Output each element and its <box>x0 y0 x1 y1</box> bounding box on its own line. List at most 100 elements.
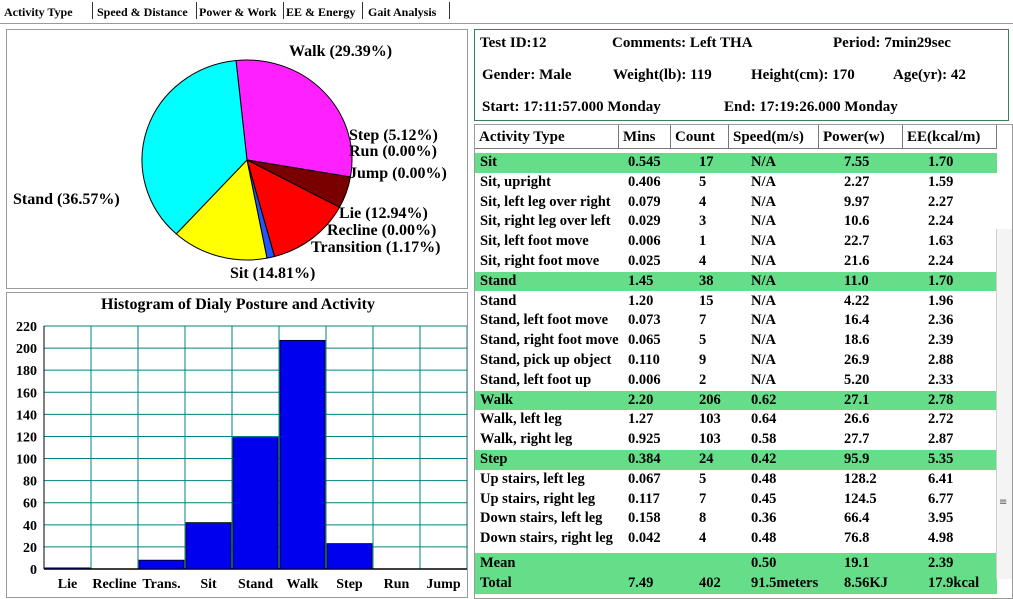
table-category-row[interactable]: Step 0.384 24 0.42 95.9 5.35 <box>475 450 997 470</box>
cell-mins: 0.065 <box>628 332 661 349</box>
header-ee[interactable]: EE(kcal/m) <box>903 125 997 149</box>
cell-ee-kcal-m: 1.59 <box>928 173 954 190</box>
end-time: End: 17:19:26.000 Monday <box>724 99 898 115</box>
cell-power-w: 66.4 <box>844 510 870 527</box>
header-mins[interactable]: Mins <box>619 125 671 149</box>
tab-gait-analysis[interactable]: Gait Analysis <box>368 5 437 19</box>
y-tick-label: 140 <box>16 408 37 423</box>
cell-activity-type: Sit, left foot move <box>480 233 589 250</box>
cell-power-w: 76.8 <box>844 530 870 547</box>
cell-ee-kcal-m: 1.96 <box>928 292 954 309</box>
tab-ee-energy[interactable]: EE & Energy <box>286 5 356 19</box>
cell-count: 24 <box>699 451 714 467</box>
cell-mins: 0.110 <box>628 352 660 368</box>
activity-pie-chart <box>141 59 353 261</box>
cell-speed-m-s: 0.50 <box>751 555 777 571</box>
cell-power-w: 7.55 <box>844 154 870 170</box>
cell-power-w: 11.0 <box>844 272 869 289</box>
table-row[interactable]: Stand, left foot up 0.006 2 N/A 5.20 2.33 <box>475 371 997 391</box>
cell-mins: 0.406 <box>628 173 661 190</box>
table-row[interactable]: Stand 1.20 15 N/A 4.22 1.96 <box>475 292 997 312</box>
tab-speed-distance[interactable]: Speed & Distance <box>97 5 188 19</box>
cell-mins: 1.20 <box>628 292 654 309</box>
cell-speed-m-s: N/A <box>751 173 776 190</box>
tab-separator <box>92 2 93 19</box>
table-row[interactable]: Sit, upright 0.406 5 N/A 2.27 1.59 <box>475 173 997 193</box>
table-row[interactable]: Walk, left leg 1.27 103 0.64 26.6 2.72 <box>475 410 997 430</box>
cell-speed-m-s: 0.48 <box>751 470 777 487</box>
table-row[interactable]: Stand, left foot move 0.073 7 N/A 16.4 2.36 <box>475 311 997 331</box>
cell-activity-type: Walk, right leg <box>480 431 573 448</box>
histogram-title: Histogram of Dialy Posture and Activity <box>101 296 375 313</box>
table-category-row[interactable]: Sit 0.545 17 N/A 7.55 1.70 <box>475 153 997 173</box>
x-tick-label: Step <box>336 577 363 592</box>
cell-mins: 0.042 <box>628 530 661 547</box>
cell-count: 206 <box>699 391 721 408</box>
cell-count: 1 <box>699 233 707 250</box>
cell-mins: 0.079 <box>628 193 661 210</box>
cell-ee-kcal-m: 5.35 <box>928 451 954 467</box>
cell-activity-type: Stand, pick up object <box>480 352 612 368</box>
cell-power-w: 2.27 <box>844 173 870 190</box>
header-activity-type[interactable]: Activity Type <box>475 125 619 149</box>
table-row[interactable]: Stand, pick up object 0.110 9 N/A 26.9 2.88 <box>475 351 997 371</box>
cell-mins: 0.384 <box>628 451 661 467</box>
cell-activity-type: Down stairs, left leg <box>480 510 603 527</box>
cell-activity-type: Step <box>480 451 508 467</box>
table-category-row[interactable]: Stand 1.45 38 N/A 11.0 1.70 <box>475 271 997 292</box>
table-row[interactable]: Sit, left foot move 0.006 1 N/A 22.7 1.63 <box>475 232 997 252</box>
pie-label-transition: Transition (1.17%) <box>311 239 441 256</box>
scrollbar-grip-icon[interactable]: ≡ <box>999 497 1008 508</box>
cell-power-w: 4.22 <box>844 292 870 309</box>
cell-activity-type: Sit, right leg over left <box>480 213 611 230</box>
cell-ee-kcal-m: 1.63 <box>928 233 954 250</box>
tab-power-work[interactable]: Power & Work <box>199 5 277 19</box>
cell-mins: 0.029 <box>628 213 661 230</box>
cell-count: 2 <box>699 371 707 388</box>
cell-activity-type: Walk, left leg <box>480 411 562 428</box>
cell-speed-m-s: N/A <box>751 233 776 250</box>
tab-activity-type[interactable]: Activity Type <box>4 2 73 22</box>
cell-ee-kcal-m: 17.9kcal <box>928 575 980 591</box>
table-row[interactable]: Down stairs, right leg 0.042 4 0.48 76.8 4.98 <box>475 529 997 549</box>
table-mean-row[interactable]: Mean 0.50 19.1 2.39 <box>475 553 997 573</box>
cell-speed-m-s: N/A <box>751 213 776 230</box>
table-category-row[interactable]: Walk 2.20 206 0.62 27.1 2.78 <box>475 390 997 411</box>
table-row[interactable]: Up stairs, left leg 0.067 5 0.48 128.2 6.41 <box>475 470 997 490</box>
cell-count: 402 <box>699 575 721 591</box>
cell-speed-m-s: N/A <box>751 352 776 368</box>
table-row[interactable]: Walk, right leg 0.925 103 0.58 27.7 2.87 <box>475 430 997 450</box>
table-row[interactable]: Stand, right foot move 0.065 5 N/A 18.6 2.39 <box>475 331 997 351</box>
header-count[interactable]: Count <box>671 125 729 149</box>
table-row[interactable]: Sit, right foot move 0.025 4 N/A 21.6 2.24 <box>475 252 997 272</box>
cell-mins: 7.49 <box>628 575 654 591</box>
cell-mins: 0.158 <box>628 510 661 527</box>
table-header: Activity Type Mins Count Speed(m/s) Powe… <box>475 125 997 149</box>
cell-activity-type: Sit, left leg over right <box>480 193 611 210</box>
tab-separator <box>362 2 363 19</box>
histogram-bar-walk <box>279 339 326 570</box>
table-row[interactable]: Sit, left leg over right 0.079 4 N/A 9.97 2.2… <box>475 193 997 213</box>
activity-table: Activity Type Mins Count Speed(m/s) Powe… <box>474 124 1013 599</box>
histogram-bar-sit <box>185 522 232 570</box>
cell-ee-kcal-m: 2.39 <box>928 555 954 571</box>
table-total-row[interactable]: Total 7.49 402 91.5meters 8.56KJ 17.9kcal <box>475 573 997 594</box>
table-row[interactable]: Sit, right leg over left 0.029 3 N/A 10.6 2.2… <box>475 212 997 232</box>
y-tick-label: 100 <box>16 453 37 468</box>
cell-activity-type: Sit, right foot move <box>480 253 600 269</box>
y-tick-label: 180 <box>16 364 37 379</box>
table-row[interactable]: Down stairs, left leg 0.158 8 0.36 66.4 3.95 <box>475 509 997 529</box>
activity-pie-panel: Walk (29.39%) Step (5.12%) Run (0.00%) J… <box>6 29 468 289</box>
histogram-chart: 0 20 40 60 80 100 120 140 160 180 200 220 Lie Recline… <box>16 320 467 592</box>
header-power[interactable]: Power(w) <box>819 125 903 149</box>
table-row[interactable]: Up stairs, right leg 0.117 7 0.45 124.5 6.77 <box>475 490 997 510</box>
y-tick-label: 200 <box>16 342 37 357</box>
pie-slice-stand <box>141 60 248 235</box>
header-speed[interactable]: Speed(m/s) <box>729 125 819 149</box>
y-tick-label: 0 <box>30 563 37 578</box>
pie-label-run: Run (0.00%) <box>349 143 438 160</box>
cell-power-w: 128.2 <box>844 470 877 487</box>
table-scrollbar[interactable]: ≡ <box>996 229 1012 579</box>
pie-label-sit: Sit (14.81%) <box>230 265 316 282</box>
cell-count: 5 <box>699 332 707 349</box>
